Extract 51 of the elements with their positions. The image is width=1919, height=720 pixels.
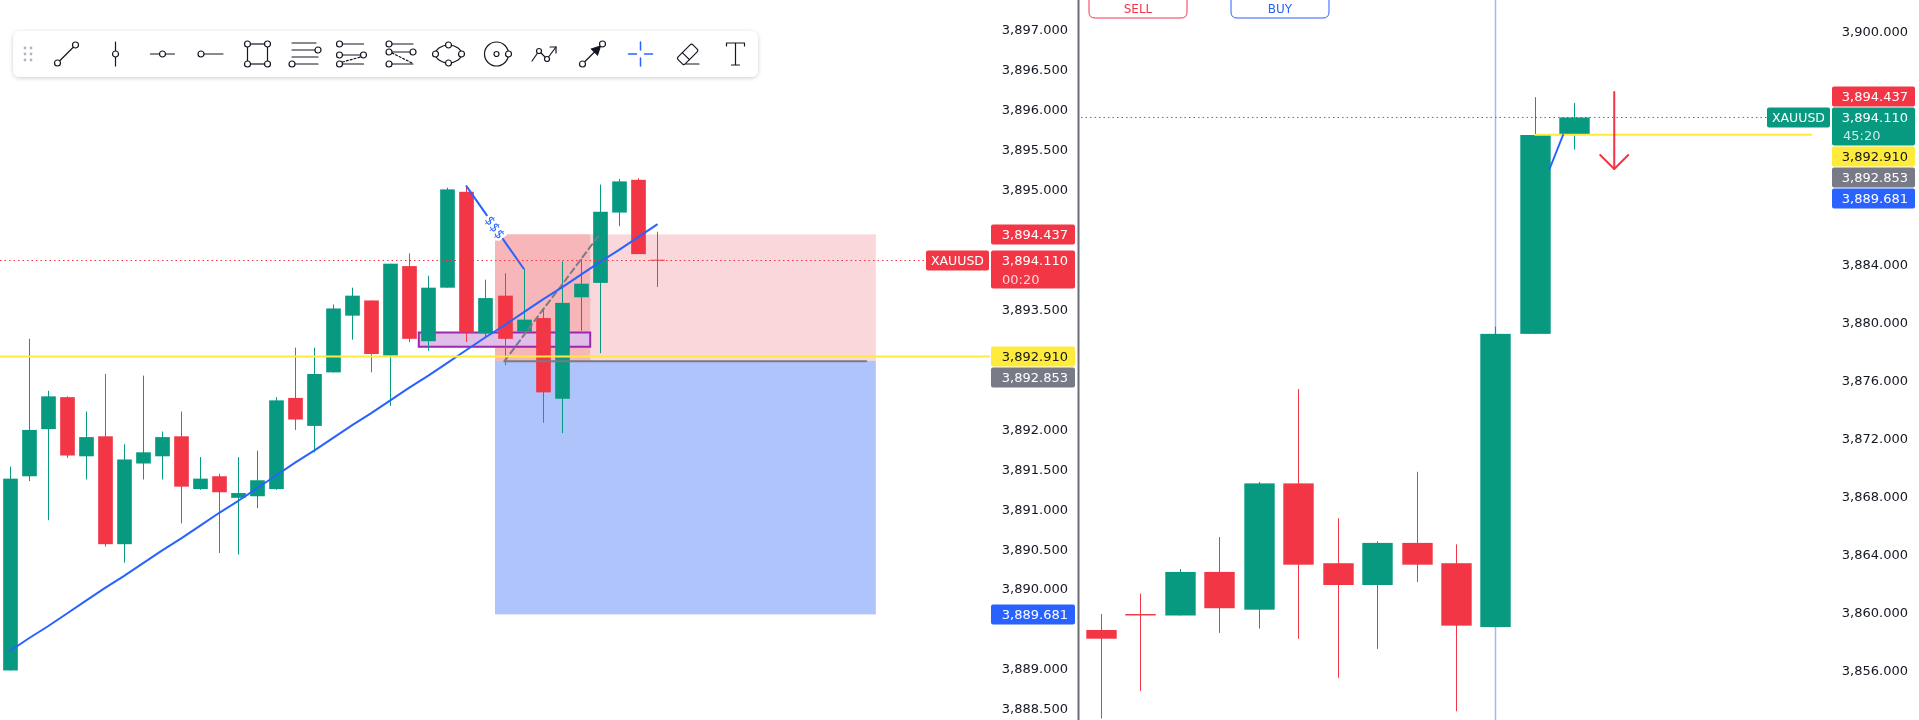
text: 3,894.437 — [1001, 226, 1068, 242]
y-tick-label: 3,897.000 — [1001, 22, 1068, 38]
candlestick — [212, 473, 227, 554]
y-tick-label: 3,876.000 — [1841, 372, 1908, 388]
text: 3,889.681 — [1841, 190, 1908, 206]
y-tick-label: 3,860.000 — [1841, 605, 1908, 621]
candlestick — [155, 431, 170, 480]
candlestick — [79, 411, 94, 480]
y-tick-label: 3,896.500 — [1001, 62, 1068, 78]
y-tick-label: 3,895.500 — [1001, 141, 1068, 157]
y-tick-label: 3,890.500 — [1001, 541, 1068, 557]
text: 45:20 — [1843, 128, 1881, 144]
y-tick-label: 3,892.000 — [1001, 421, 1068, 437]
annotation: BUY — [1267, 2, 1293, 16]
button: BUY — [1230, 0, 1330, 19]
y-tick-label: 3,900.000 — [1841, 24, 1908, 40]
y-tick-label: 3,872.000 — [1841, 430, 1908, 446]
y-tick-label: 3,891.000 — [1001, 501, 1068, 517]
candlestick — [288, 347, 303, 431]
text: 3,892.853 — [1001, 369, 1068, 385]
candlestick — [1086, 613, 1117, 720]
annotation: XAUUSD — [1772, 109, 1825, 125]
y-tick-label: 3,864.000 — [1841, 547, 1908, 563]
candlestick — [574, 258, 589, 332]
annotation: XAUUSD — [931, 253, 984, 269]
y-tick-label: 3,896.000 — [1001, 102, 1068, 118]
y-tick-label: 3,889.000 — [1001, 661, 1068, 677]
y-tick-label: 3,895.000 — [1001, 181, 1068, 197]
annotation: SELL — [1123, 2, 1153, 16]
candlestick — [193, 456, 208, 491]
y-tick-label: 3,884.000 — [1841, 256, 1908, 272]
text: 3,889.681 — [1001, 606, 1068, 622]
candlestick — [517, 268, 532, 333]
ref-line-label: 3,894.110 — [1841, 109, 1908, 125]
y-tick-label: 3,880.000 — [1841, 314, 1908, 330]
y-tick-label: 3,891.500 — [1001, 461, 1068, 477]
candlestick — [136, 375, 151, 480]
text: 00:20 — [1002, 271, 1040, 287]
text: 3,892.853 — [1841, 169, 1908, 185]
text: 3,894.437 — [1841, 88, 1908, 104]
y-tick-label: 3,888.500 — [1001, 701, 1068, 717]
y-tick-label: 3,868.000 — [1841, 489, 1908, 504]
ref-line-label: 3,892.910 — [1001, 348, 1068, 364]
y-tick-label: 3,856.000 — [1841, 663, 1908, 679]
button: SELL — [1088, 0, 1188, 19]
y-tick-label: 3,890.000 — [1001, 581, 1068, 597]
text: 3,892.910 — [1841, 148, 1908, 164]
candlestick — [231, 456, 246, 556]
ref-line-label: 3,894.110 — [1001, 253, 1068, 269]
y-tick-label: 3,893.500 — [1001, 301, 1068, 317]
candlestick — [345, 287, 360, 341]
